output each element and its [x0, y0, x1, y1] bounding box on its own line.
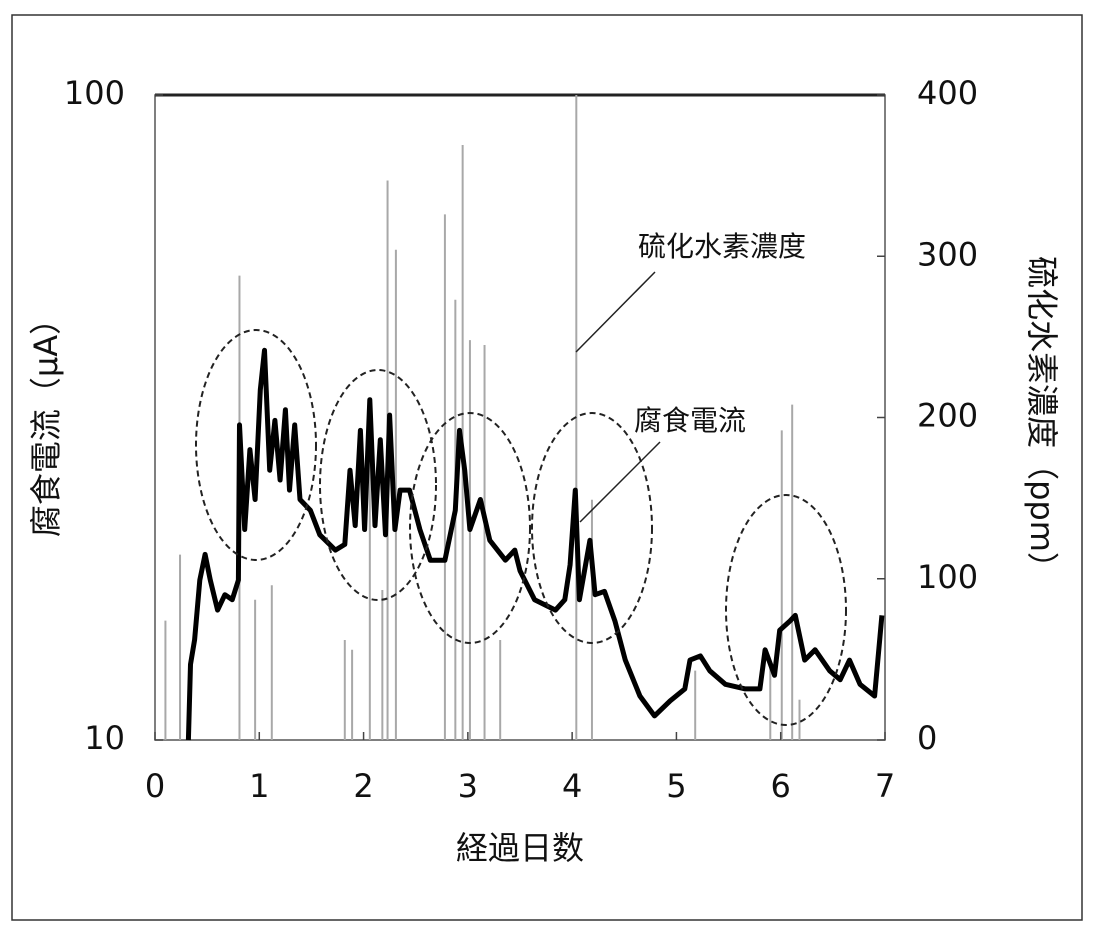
x-tick-label: 0 — [145, 767, 165, 805]
ellipse — [195, 329, 317, 561]
y-tick-label: 10 — [84, 719, 125, 757]
x-tick-label: 3 — [458, 767, 478, 805]
marks — [164, 95, 885, 741]
x-tick-label: 4 — [562, 767, 582, 805]
annotation: 腐食電流 — [634, 404, 746, 437]
ellipse — [319, 369, 437, 601]
leader-line — [575, 271, 656, 353]
y2-tick-label: 0 — [917, 719, 937, 757]
x-tick-label: 5 — [666, 767, 686, 805]
series-line — [185, 347, 885, 741]
x-tick-label: 2 — [353, 767, 373, 805]
y2-tick-label: 100 — [917, 558, 978, 596]
x-tick-label: 6 — [771, 767, 791, 805]
y-axis-label: 腐食電流（μA） — [27, 303, 65, 537]
x-tick-label: 1 — [249, 767, 269, 805]
y2-tick-label: 300 — [917, 235, 978, 273]
ellipse — [725, 494, 847, 726]
leader-line — [579, 441, 661, 523]
ellipse — [531, 412, 653, 644]
x-axis-label: 経過日数 — [456, 829, 584, 867]
y2-axis-label: 硫化水素濃度（ppm） — [1023, 256, 1061, 584]
y2-tick-label: 400 — [917, 74, 978, 112]
highlight-ellipses — [195, 329, 847, 726]
y-tick-label: 100 — [64, 74, 125, 112]
plot-frame — [154, 94, 886, 741]
y2-tick-label: 200 — [917, 397, 978, 435]
annotation: 硫化水素濃度 — [638, 230, 806, 263]
x-tick-label: 7 — [875, 767, 895, 805]
ellipse — [409, 412, 531, 644]
outer-frame — [11, 14, 1083, 921]
